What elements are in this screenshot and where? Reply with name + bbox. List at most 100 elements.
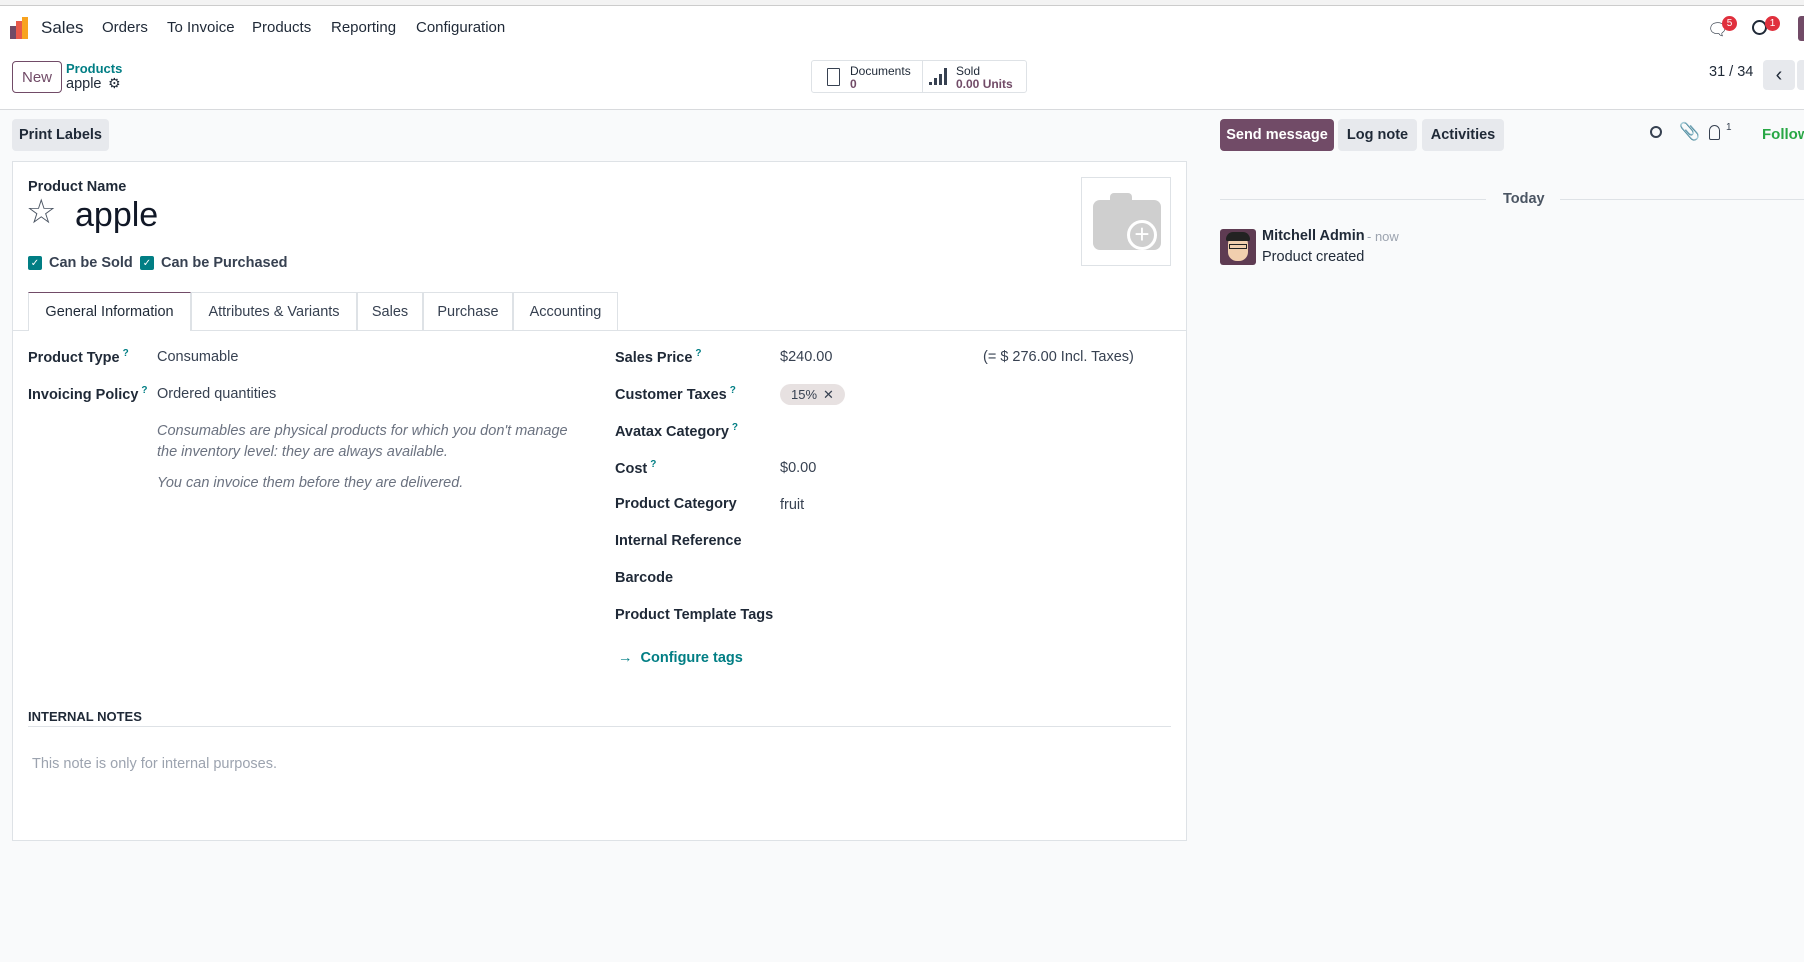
invoicing-help: You can invoice them before they are del… xyxy=(157,475,464,491)
invoicing-policy-label-text: Invoicing Policy xyxy=(28,386,139,403)
product-name-input[interactable]: apple xyxy=(75,196,159,234)
menu-orders[interactable]: Orders xyxy=(102,19,148,36)
pager-value[interactable]: 31 / 34 xyxy=(1709,64,1754,80)
help-icon[interactable]: ? xyxy=(122,348,129,359)
followers-count: 1 xyxy=(1726,122,1732,133)
internal-notes-divider xyxy=(28,726,1171,727)
tab-accounting[interactable]: Accounting xyxy=(513,292,618,330)
app-name[interactable]: Sales xyxy=(41,18,84,37)
message-body: Product created xyxy=(1262,249,1365,265)
product-category-label: Product Category xyxy=(615,496,737,512)
internal-notes-title: INTERNAL NOTES xyxy=(28,709,142,724)
documents-count: 0 xyxy=(850,77,857,91)
gear-icon[interactable]: ⚙ xyxy=(108,75,121,91)
top-bar xyxy=(0,0,1804,110)
followers-icon[interactable] xyxy=(1709,125,1720,140)
help-icon[interactable]: ? xyxy=(729,385,736,396)
product-category-input[interactable]: fruit xyxy=(780,497,805,513)
sold-value: 0.00 Units xyxy=(956,77,1013,91)
menu-configuration[interactable]: Configuration xyxy=(416,19,506,36)
avatax-category-label: Avatax Category? xyxy=(615,422,738,440)
tab-general-information[interactable]: General Information xyxy=(28,292,191,331)
sales-price-label-text: Sales Price xyxy=(615,349,693,366)
new-button[interactable]: New xyxy=(12,61,62,93)
sales-app-icon[interactable] xyxy=(10,17,32,39)
pager-previous-button[interactable]: ‹ xyxy=(1763,60,1795,90)
tab-sales[interactable]: Sales xyxy=(357,292,423,330)
tab-purchase[interactable]: Purchase xyxy=(423,292,513,330)
can-be-sold-label[interactable]: Can be Sold xyxy=(49,255,133,271)
product-type-value[interactable]: Consumable xyxy=(157,349,239,365)
date-separator-line xyxy=(1560,199,1804,200)
customer-taxes-label-text: Customer Taxes xyxy=(615,386,727,403)
follow-button[interactable]: Follow xyxy=(1762,126,1804,143)
menu-products[interactable]: Products xyxy=(252,19,312,36)
product-name-label: Product Name xyxy=(28,179,127,195)
product-type-label-text: Product Type xyxy=(28,349,120,366)
tax-tag-label: 15% xyxy=(791,387,818,402)
internal-reference-input[interactable] xyxy=(780,531,1180,553)
tax-tag: 15% ✕ xyxy=(780,384,845,405)
product-tags-input[interactable] xyxy=(780,605,1180,627)
can-be-purchased-label[interactable]: Can be Purchased xyxy=(161,255,288,271)
tab-attributes-variants[interactable]: Attributes & Variants xyxy=(191,292,357,330)
cost-input[interactable]: $0.00 xyxy=(780,460,817,476)
incl-taxes-value: (= $ 276.00 Incl. Taxes) xyxy=(983,349,1134,365)
product-type-help: Consumables are physical products for wh… xyxy=(157,423,568,460)
send-message-button[interactable]: Send message xyxy=(1220,119,1334,151)
tabs-underline xyxy=(12,330,1187,331)
search-icon[interactable] xyxy=(1650,126,1662,138)
remove-tag-icon[interactable]: ✕ xyxy=(823,386,834,402)
invoicing-policy-value[interactable]: Ordered quantities xyxy=(157,386,277,402)
internal-reference-label: Internal Reference xyxy=(615,533,742,549)
message-author[interactable]: Mitchell Admin xyxy=(1262,228,1365,244)
menu-reporting[interactable]: Reporting xyxy=(331,19,397,36)
documents-button[interactable]: Documents 0 xyxy=(812,61,923,92)
sales-price-input[interactable]: $240.00 xyxy=(780,349,833,365)
internal-notes-editor[interactable]: This note is only for internal purposes. xyxy=(32,756,278,772)
paperclip-icon[interactable]: 📎 xyxy=(1679,122,1701,141)
print-labels-button[interactable]: Print Labels xyxy=(12,119,109,151)
activities-badge: 1 xyxy=(1765,16,1780,31)
user-avatar[interactable] xyxy=(1798,16,1804,41)
date-separator: Today xyxy=(1503,191,1545,207)
messages-badge: 5 xyxy=(1722,16,1737,31)
author-avatar[interactable] xyxy=(1220,229,1256,265)
pager-next-button[interactable] xyxy=(1797,60,1804,90)
form-sheet xyxy=(12,161,1187,841)
can-be-purchased-checkbox[interactable]: ✓ xyxy=(140,256,154,270)
bar-chart-icon xyxy=(929,67,949,85)
sales-price-label: Sales Price? xyxy=(615,348,702,366)
smart-buttons: Documents 0 Sold 0.00 Units xyxy=(811,60,1027,93)
barcode-input[interactable] xyxy=(780,568,1180,590)
avatax-category-label-text: Avatax Category xyxy=(615,423,729,440)
breadcrumb-current: apple xyxy=(66,76,102,92)
breadcrumb-products[interactable]: Products xyxy=(66,61,123,76)
help-icon[interactable]: ? xyxy=(650,459,657,470)
log-note-button[interactable]: Log note xyxy=(1338,119,1417,151)
arrow-right-icon: → xyxy=(618,650,633,666)
cost-label-text: Cost xyxy=(615,460,648,477)
documents-label: Documents xyxy=(850,64,911,78)
browser-edge xyxy=(0,0,1804,6)
help-icon[interactable]: ? xyxy=(141,385,148,396)
document-icon xyxy=(827,68,840,86)
avatax-category-input[interactable] xyxy=(780,420,1180,442)
cost-label: Cost? xyxy=(615,459,656,477)
product-type-label: Product Type? xyxy=(28,348,129,366)
can-be-sold-checkbox[interactable]: ✓ xyxy=(28,256,42,270)
image-upload[interactable]: + xyxy=(1081,177,1171,266)
configure-tags-link[interactable]: → Configure tags xyxy=(618,650,743,666)
sold-button[interactable]: Sold 0.00 Units xyxy=(923,61,1027,92)
favorite-star-icon[interactable]: ☆ xyxy=(26,193,57,231)
help-icon[interactable]: ? xyxy=(695,348,702,359)
date-separator-line xyxy=(1220,199,1486,200)
activities-button[interactable]: Activities xyxy=(1422,119,1504,151)
product-tags-label: Product Template Tags xyxy=(615,607,774,623)
customer-taxes-label: Customer Taxes? xyxy=(615,385,736,403)
help-icon[interactable]: ? xyxy=(731,422,739,433)
barcode-label: Barcode xyxy=(615,570,674,586)
configure-tags-label: Configure tags xyxy=(640,650,743,666)
menu-to-invoice[interactable]: To Invoice xyxy=(167,19,235,36)
message-time: - now xyxy=(1367,229,1399,244)
